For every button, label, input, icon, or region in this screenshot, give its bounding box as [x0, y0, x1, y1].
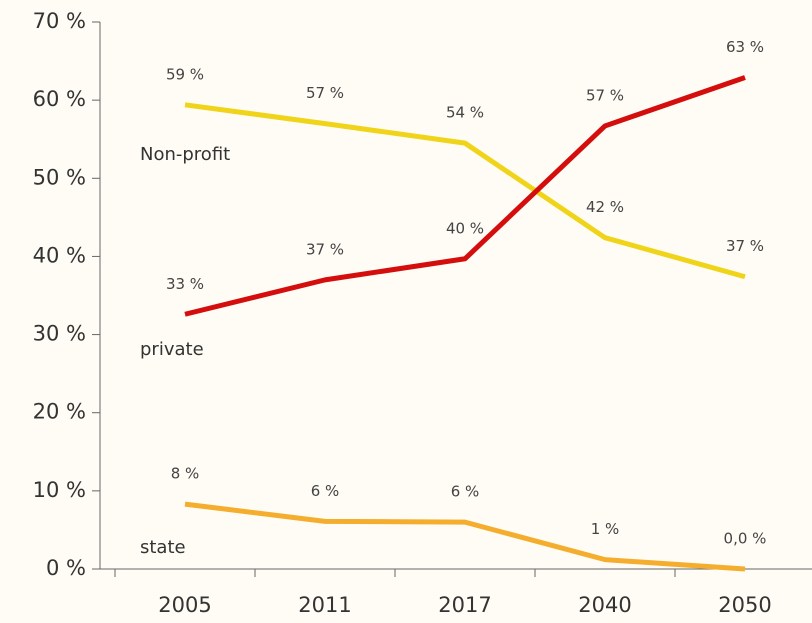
x-tick-label: 2005	[158, 593, 211, 617]
data-label: 42 %	[586, 198, 624, 216]
y-tick-label: 40 %	[33, 243, 86, 267]
series-line	[184, 501, 746, 572]
series-name: state	[140, 537, 186, 558]
data-label: 1 %	[591, 520, 620, 538]
series-name: private	[140, 339, 204, 360]
x-tick-label: 2017	[438, 593, 491, 617]
data-label: 33 %	[166, 275, 204, 293]
series-line	[184, 102, 746, 280]
y-tick-label: 60 %	[33, 87, 86, 111]
y-tick-label: 20 %	[33, 400, 86, 424]
series-name: Non-profit	[140, 144, 230, 165]
y-tick-label: 50 %	[33, 165, 86, 189]
data-label: 59 %	[166, 65, 204, 83]
data-label: 40 %	[446, 219, 484, 237]
y-tick-label: 10 %	[33, 478, 86, 502]
data-label: 0,0 %	[724, 530, 767, 548]
x-tick-label: 2050	[718, 593, 771, 617]
y-tick-label: 0 %	[46, 556, 86, 580]
data-label: 6 %	[311, 482, 340, 500]
x-tick-label: 2040	[578, 593, 631, 617]
data-label: 37 %	[726, 237, 764, 255]
data-label: 37 %	[306, 240, 344, 258]
x-tick-label: 2011	[298, 593, 351, 617]
data-label: 57 %	[586, 86, 624, 104]
data-label: 8 %	[171, 465, 200, 483]
y-tick-label: 70 %	[33, 9, 86, 33]
data-label: 54 %	[446, 104, 484, 122]
data-label: 63 %	[726, 38, 764, 56]
series-line	[184, 75, 746, 317]
data-label: 6 %	[451, 483, 480, 501]
y-tick-label: 30 %	[33, 322, 86, 346]
data-label: 57 %	[306, 84, 344, 102]
